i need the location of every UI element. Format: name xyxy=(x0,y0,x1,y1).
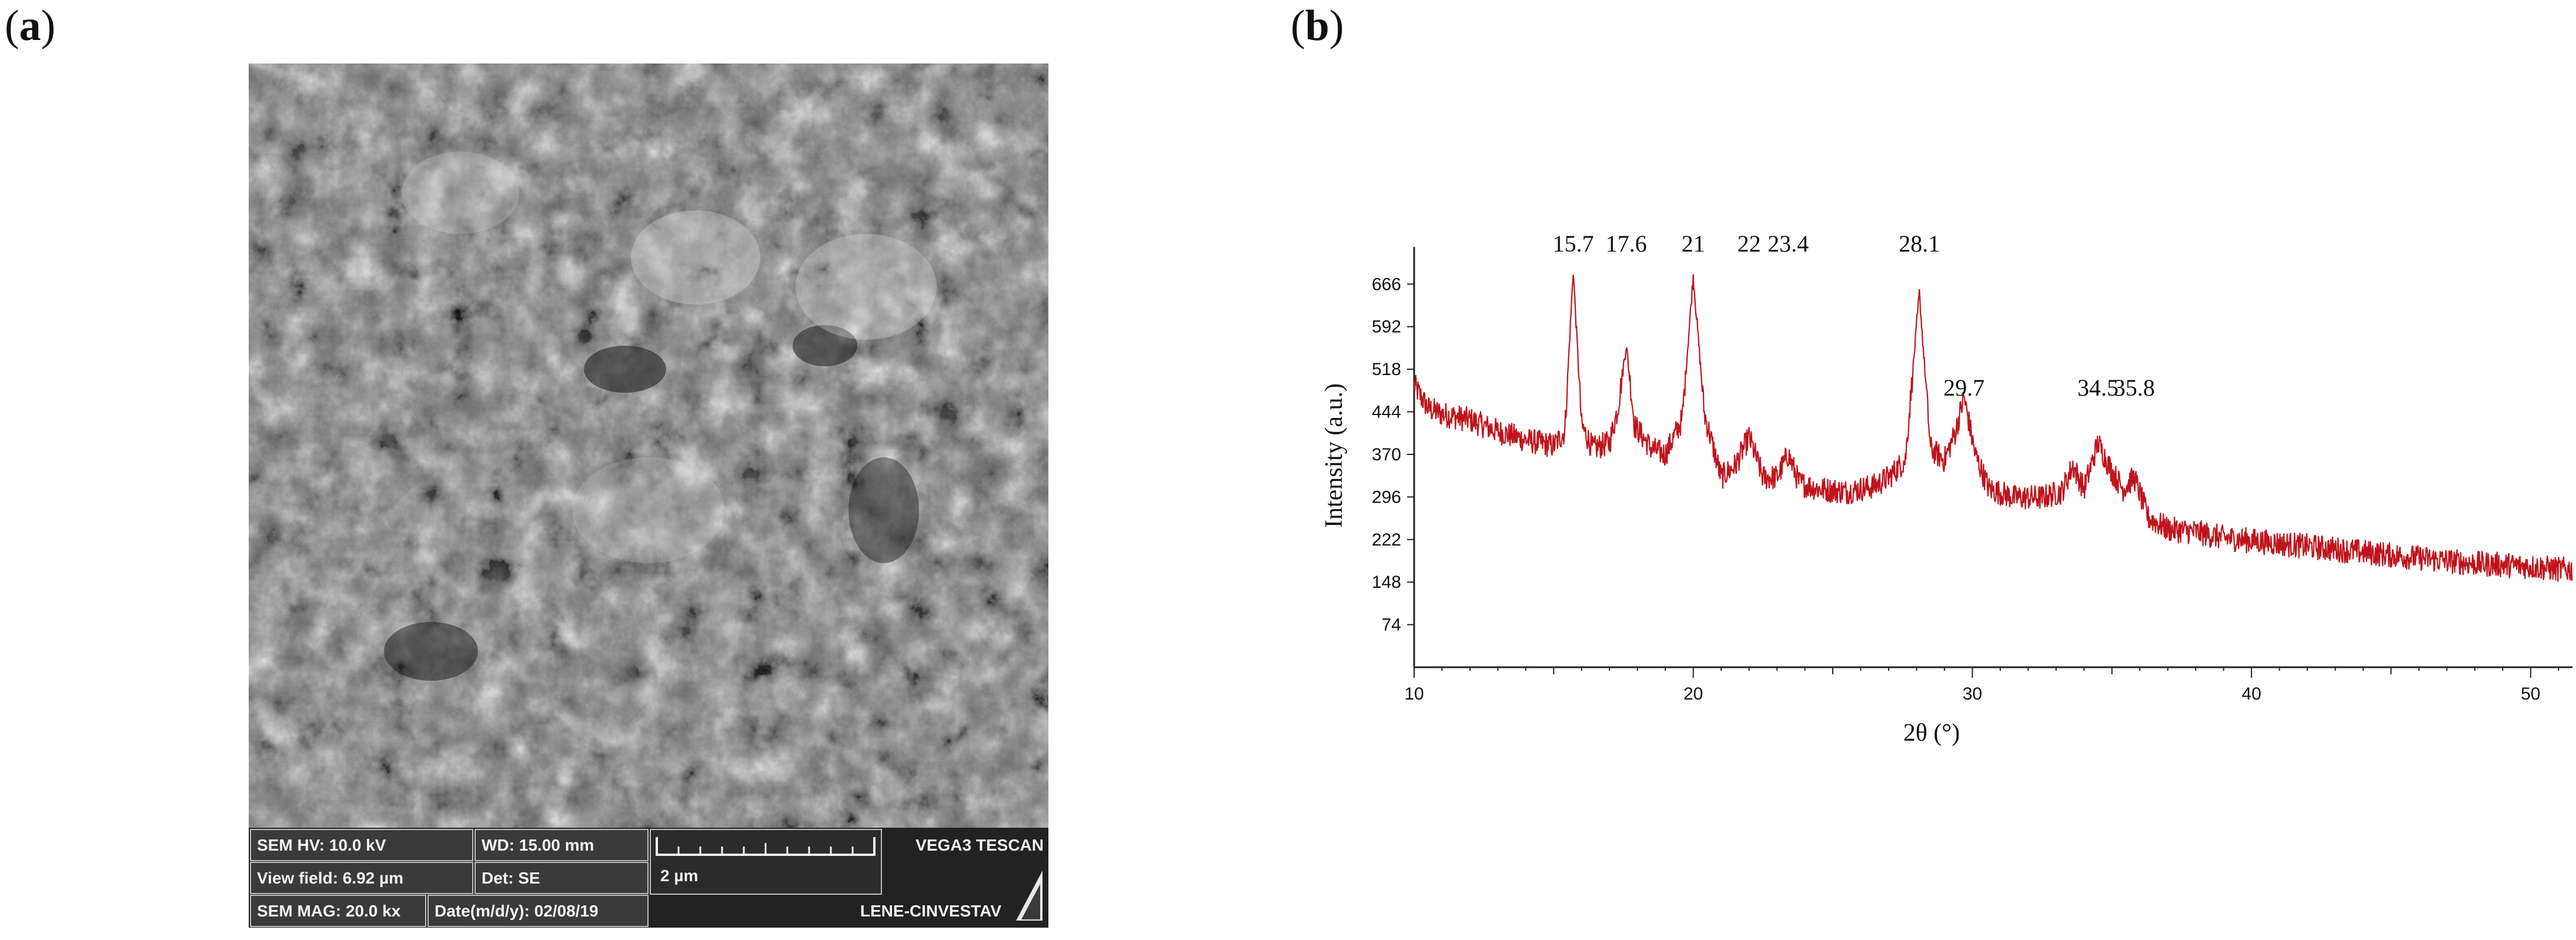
xrd-series-line xyxy=(1413,274,2573,582)
y-tick-label: 444 xyxy=(1372,403,1401,422)
xrd-plot: 74 148 222 296 370 444 518 592 666 10 20 30 40 50 15.… xyxy=(1321,230,2573,747)
peak-label: 21 xyxy=(1682,230,1705,257)
sem-lab: LENE-CINVESTAV xyxy=(860,902,1001,920)
sem-magnification: SEM MAG: 20.0 kx xyxy=(250,895,426,927)
sem-image xyxy=(249,63,1048,828)
xrd-chart: 74 148 222 296 370 444 518 592 666 10 20 30 40 50 15.… xyxy=(1311,223,2576,782)
y-tick-label: 74 xyxy=(1382,615,1401,635)
sem-date: Date(m/d/y): 02/08/19 xyxy=(427,895,649,927)
x-tick-label: 30 xyxy=(1963,684,1982,704)
panel-label-b: (b) xyxy=(1291,1,1344,51)
panel-label-a-close: ) xyxy=(41,2,56,50)
y-tick-label: 296 xyxy=(1372,487,1401,507)
sem-brand: VEGA3 TESCAN xyxy=(916,836,1044,854)
x-tick-label: 40 xyxy=(2241,684,2261,704)
scale-bar xyxy=(656,837,876,856)
peak-label: 23.4 xyxy=(1768,230,1809,257)
tescan-logo-icon xyxy=(1016,871,1043,921)
panel-label-a-open: ( xyxy=(5,2,19,50)
y-tick-label: 370 xyxy=(1372,445,1401,464)
peak-label: 15.7 xyxy=(1553,230,1594,257)
sem-detector: Det: SE xyxy=(475,862,649,894)
peak-label: 28.1 xyxy=(1899,230,1940,257)
x-tick-label: 20 xyxy=(1683,684,1703,704)
panel-label-a-letter: a xyxy=(19,2,41,50)
y-tick-label: 518 xyxy=(1372,360,1401,379)
sem-data-bar: SEM HV: 10.0 kV WD: 15.00 mm VEGA3 TESCA… xyxy=(249,828,1048,928)
sem-view-field: View field: 6.92 µm xyxy=(250,862,473,894)
y-tick-label: 222 xyxy=(1372,530,1401,550)
sem-wd: WD: 15.00 mm xyxy=(475,829,649,861)
y-tick-label: 666 xyxy=(1372,275,1401,294)
y-tick-label: 592 xyxy=(1372,317,1401,337)
panel-label-b-letter: b xyxy=(1305,2,1329,50)
x-tick-label: 50 xyxy=(2521,684,2540,704)
scale-bar-label: 2 µm xyxy=(660,867,699,885)
sem-micrograph: SEM HV: 10.0 kV WD: 15.00 mm VEGA3 TESCA… xyxy=(249,63,1048,928)
x-tick-label: 10 xyxy=(1404,684,1424,704)
peak-label: 22 xyxy=(1738,230,1761,257)
peak-label: 17.6 xyxy=(1606,230,1647,257)
peak-label: 29.7 xyxy=(1943,374,1984,401)
peak-label: 34.5 xyxy=(2077,374,2119,401)
peak-label: 35.8 xyxy=(2114,374,2155,401)
panel-label-b-close: ) xyxy=(1329,2,1344,50)
scale-bar-box xyxy=(650,829,882,895)
y-axis-label: Intensity (a.u.) xyxy=(1321,383,1348,528)
panel-label-a: (a) xyxy=(5,1,55,51)
sem-hv: SEM HV: 10.0 kV xyxy=(250,829,473,861)
panel-label-b-open: ( xyxy=(1291,2,1305,50)
x-axis-label: 2θ (°) xyxy=(1903,720,1960,747)
y-tick-label: 148 xyxy=(1372,573,1401,592)
